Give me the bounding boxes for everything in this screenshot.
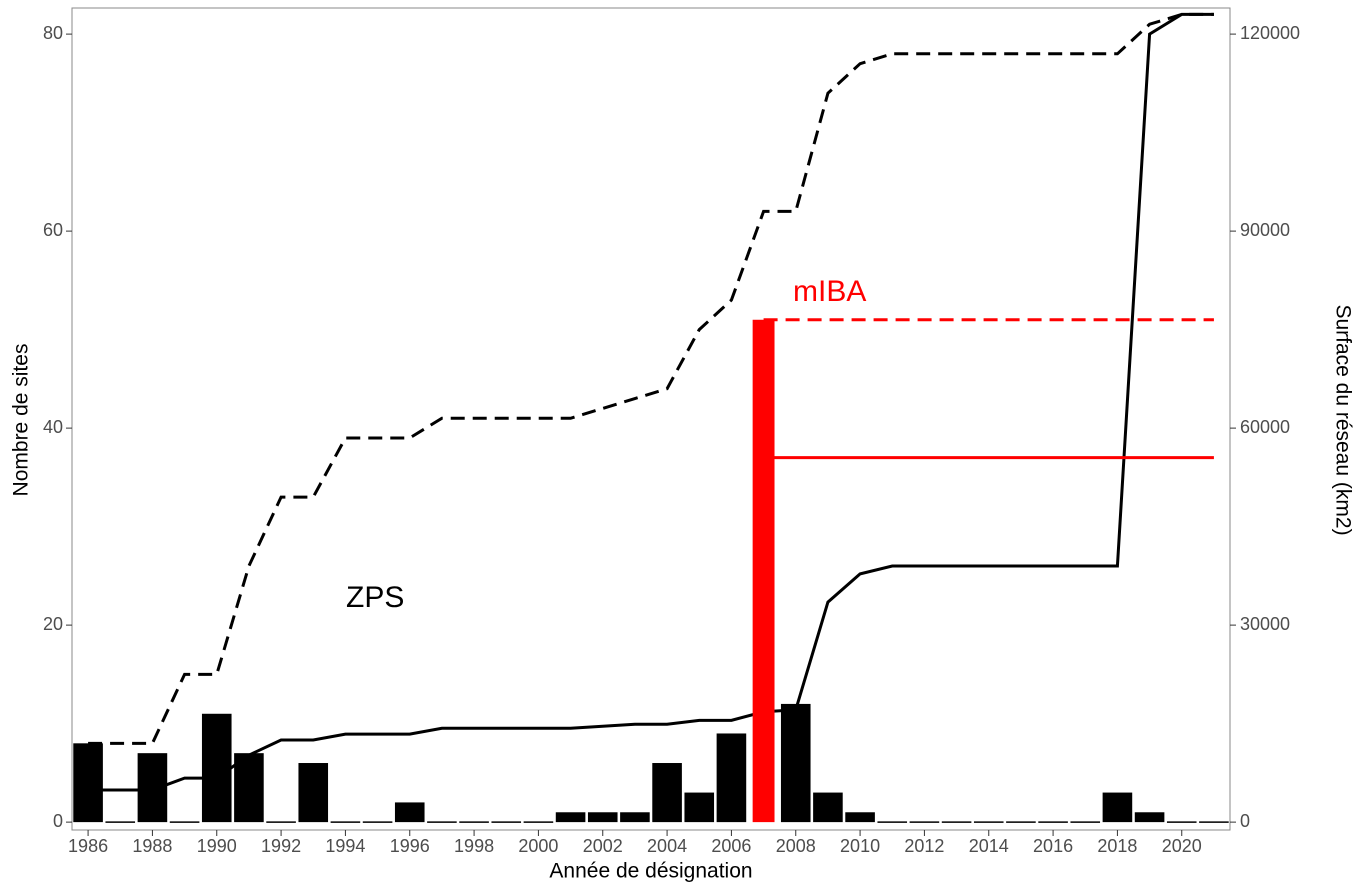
y-axis-title: Nombre de sites [10,344,33,497]
y2-axis-title: Surface du réseau (km2) [1331,304,1354,535]
y2-tick-label: 90000 [1240,220,1290,240]
bar [941,821,972,823]
x-tick-label: 1990 [197,836,237,856]
x-tick-label: 2002 [583,836,623,856]
bar [491,821,522,823]
x-tick-label: 2020 [1162,836,1202,856]
bar [394,802,425,823]
x-tick-label: 2006 [711,836,751,856]
bar [1166,821,1197,823]
bar [1038,821,1068,823]
bar [652,763,682,823]
bar [752,319,775,823]
y-tick-label: 40 [43,417,63,437]
bar [1006,821,1036,823]
bar [234,753,264,823]
bar [684,792,715,823]
bar [587,812,618,823]
x-tick-label: 2012 [904,836,944,856]
annotation: ZPS [346,581,404,614]
x-tick-label: 2010 [840,836,880,856]
bar [1102,792,1133,823]
y2-tick-label: 120000 [1240,23,1300,43]
bar [813,792,843,823]
bar [201,713,232,823]
y2-tick-label: 0 [1240,811,1250,831]
bar [620,812,650,823]
bar [780,703,811,823]
bar [298,763,329,823]
x-tick-label: 1988 [132,836,172,856]
y2-tick-label: 60000 [1240,417,1290,437]
x-tick-label: 2008 [776,836,816,856]
y2-tick-label: 30000 [1240,614,1290,634]
panel [71,7,1231,831]
bar [266,821,296,823]
y-tick-label: 60 [43,220,63,240]
y-tick-label: 20 [43,614,63,634]
x-axis-title: Année de désignation [549,860,752,883]
bar [845,812,875,823]
annotation: mIBA [793,275,866,308]
bar [169,821,200,823]
bar [973,821,1004,823]
x-tick-label: 1994 [325,836,365,856]
bar [523,821,554,823]
bar [73,743,103,823]
bar [555,812,586,823]
x-tick-label: 2016 [1033,836,1073,856]
bar [1134,812,1165,823]
bar [877,821,908,823]
line [88,12,1214,745]
bar [427,821,457,823]
bar [137,753,168,823]
y-tick-label: 80 [43,23,63,43]
bar [330,821,361,823]
bar [105,821,136,823]
x-tick-label: 2014 [969,836,1009,856]
bar [1199,821,1229,823]
bar [716,733,747,823]
x-tick-label: 2004 [647,836,687,856]
bar [459,821,489,823]
x-tick-label: 2000 [518,836,558,856]
bar [909,821,940,823]
bar [1070,821,1101,823]
line [88,12,1214,792]
x-tick-label: 1996 [390,836,430,856]
x-tick-label: 1992 [261,836,301,856]
x-tick-label: 2018 [1097,836,1137,856]
x-tick-label: 1986 [68,836,108,856]
x-tick-label: 1998 [454,836,494,856]
bar [362,821,393,823]
y-tick-label: 0 [53,811,63,831]
